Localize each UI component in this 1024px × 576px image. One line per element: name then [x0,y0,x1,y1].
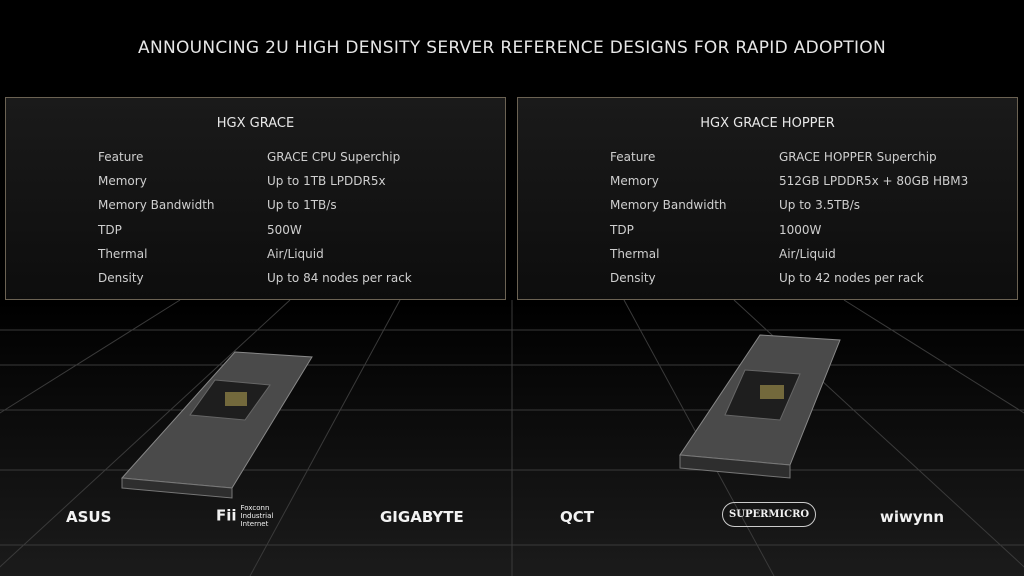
spec-value: Up to 84 nodes per rack [267,271,412,285]
partner-logo: Fii Foxconn Industrial Internet [216,504,291,528]
spec-label: Memory [610,174,659,189]
spec-value: 512GB LPDDR5x + 80GB HBM3 [779,174,969,189]
slide-title: ANNOUNCING 2U HIGH DENSITY SERVER REFERE… [138,38,886,58]
spec-label: Thermal [98,246,148,261]
spec-label: Thermal [610,246,660,261]
spec-label: Memory Bandwidth [98,198,215,213]
logo-name: ASUS [66,508,112,526]
partner-logo: SUPERMICRO [722,502,817,527]
spec-label: Density [610,271,656,285]
spec-label: Feature [98,150,144,164]
logo-name: wiwynn [880,508,944,526]
logo-subtitle: Foxconn Industrial Internet [240,504,274,528]
partner-logo: wiwynn [880,508,944,526]
spec-label: Feature [610,150,656,164]
spec-value: Up to 1TB LPDDR5x [267,174,386,189]
spec-label: Density [98,271,144,285]
spec-value: Up to 3.5TB/s [779,198,861,213]
panel-title: HGX GRACE HOPPER [700,116,835,131]
spec-label: Memory [98,174,147,189]
spec-label: Memory Bandwidth [610,198,727,213]
spec-value: GRACE HOPPER Superchip [779,150,937,164]
spec-label: TDP [610,222,634,237]
server-left [120,351,313,499]
server-right [679,334,841,479]
spec-value: GRACE CPU Superchip [267,150,401,164]
spec-value: 500W [267,222,302,237]
partner-logo: ASUS [66,508,111,526]
spec-panel: HGX GRACE HOPPER Feature GRACE HOPPER Supe… [517,97,1018,300]
logo-name: QCT [560,508,594,526]
spec-value: Air/Liquid [267,246,324,261]
panel-title: HGX GRACE [216,116,295,131]
logo-name: GIGABYTE [380,508,464,526]
spec-value: Up to 42 nodes per rack [779,271,924,285]
spec-value: Up to 1TB/s [267,198,337,213]
spec-label: TDP [98,222,122,237]
partner-logo: QCT [560,508,594,526]
spec-value: Air/Liquid [779,246,836,261]
logo-name: SUPERMICRO [729,509,810,520]
spec-panel: HGX GRACE Feature GRACE CPU Superchip Memor… [5,97,506,300]
logo-name: Fii [216,506,237,525]
partner-logo: GIGABYTE [380,508,464,526]
spec-value: 1000W [779,222,822,237]
